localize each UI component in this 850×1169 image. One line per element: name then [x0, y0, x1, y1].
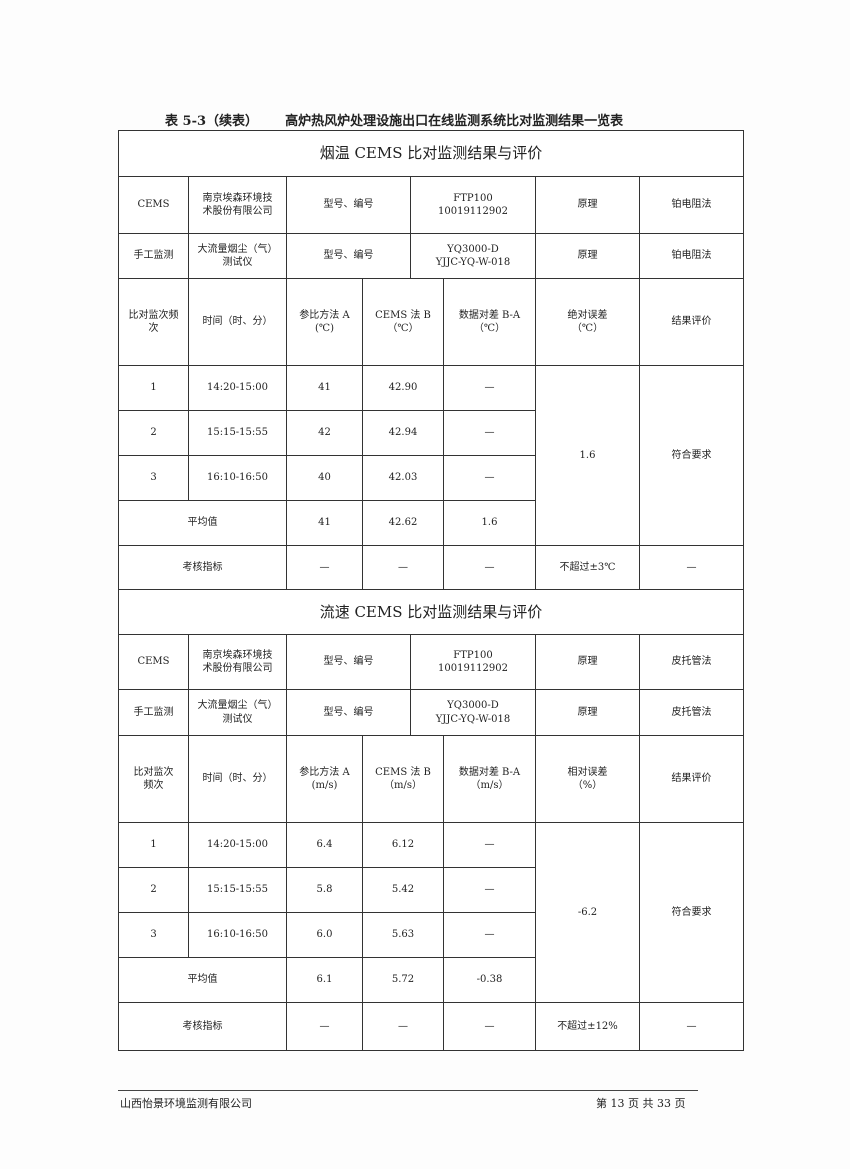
data-cell: 16:10-16:50 — [188, 912, 287, 958]
result-evaluation: 符合要求 — [639, 365, 744, 546]
data-cell: 3 — [118, 455, 189, 501]
manual-info-cell: YQ3000-D YJJC-YQ-W-018 — [410, 233, 536, 279]
manual-info-cell: 大流量烟尘（气） 测试仪 — [188, 233, 287, 279]
manual-info-cell: 原理 — [535, 233, 640, 279]
cems-info-cell: FTP100 10019112902 — [410, 634, 536, 690]
data-cell: 2 — [118, 867, 189, 913]
data-cell: — — [443, 365, 536, 411]
manual-info-cell: 大流量烟尘（气） 测试仪 — [188, 689, 287, 736]
index-value: — — [286, 1002, 363, 1051]
cems-info-cell: 南京埃森环境技 术股份有限公司 — [188, 634, 287, 690]
table-caption: 表 5-3（续表） 高炉热风炉处理设施出口在线监测系统比对监测结果一览表 — [165, 114, 624, 129]
manual-info-cell: 手工监测 — [118, 233, 189, 279]
cems-info-cell: FTP100 10019112902 — [410, 176, 536, 234]
cems-info-cell: 原理 — [535, 634, 640, 690]
error-value: 1.6 — [535, 365, 640, 546]
average-label: 平均值 — [118, 500, 287, 546]
index-value: 不超过±12% — [535, 1002, 640, 1051]
data-cell: 2 — [118, 410, 189, 456]
index-value: — — [639, 545, 744, 590]
column-header: 绝对误差 （℃） — [535, 278, 640, 366]
data-cell: 42.94 — [362, 410, 444, 456]
data-cell: — — [443, 822, 536, 868]
cems-info-cell: 型号、编号 — [286, 176, 411, 234]
section-title: 流速 CEMS 比对监测结果与评价 — [118, 589, 744, 635]
manual-info-cell: 原理 — [535, 689, 640, 736]
footer-page-number: 第 13 页 共 33 页 — [596, 1097, 686, 1110]
data-cell: 1 — [118, 365, 189, 411]
data-cell: 14:20-15:00 — [188, 822, 287, 868]
error-value: -6.2 — [535, 822, 640, 1003]
index-label: 考核指标 — [118, 545, 287, 590]
manual-info-cell: 皮托管法 — [639, 689, 744, 736]
data-cell: — — [443, 912, 536, 958]
column-header: 数据对差 B-A （℃） — [443, 278, 536, 366]
data-cell: — — [443, 455, 536, 501]
data-cell: — — [443, 410, 536, 456]
column-header: 数据对差 B-A （m/s） — [443, 735, 536, 823]
index-value: — — [443, 545, 536, 590]
data-cell: 42 — [286, 410, 363, 456]
average-value: 1.6 — [443, 500, 536, 546]
data-cell: 5.42 — [362, 867, 444, 913]
manual-info-cell: 铂电阻法 — [639, 233, 744, 279]
index-label: 考核指标 — [118, 1002, 287, 1051]
column-header: 参比方法 A (m/s) — [286, 735, 363, 823]
section-title: 烟温 CEMS 比对监测结果与评价 — [118, 130, 744, 177]
average-value: 5.72 — [362, 957, 444, 1003]
column-header: 比对监次 频次 — [118, 735, 189, 823]
index-value: — — [362, 1002, 444, 1051]
column-header: 时间（时、分） — [188, 278, 287, 366]
index-value: — — [286, 545, 363, 590]
manual-info-cell: 手工监测 — [118, 689, 189, 736]
data-cell: 1 — [118, 822, 189, 868]
manual-info-cell: YQ3000-D YJJC-YQ-W-018 — [410, 689, 536, 736]
cems-info-cell: 南京埃森环境技 术股份有限公司 — [188, 176, 287, 234]
index-value: 不超过±3℃ — [535, 545, 640, 590]
cems-info-cell: 原理 — [535, 176, 640, 234]
data-cell: 6.4 — [286, 822, 363, 868]
data-cell: 5.63 — [362, 912, 444, 958]
index-value: — — [362, 545, 444, 590]
manual-info-cell: 型号、编号 — [286, 689, 411, 736]
cems-info-cell: 铂电阻法 — [639, 176, 744, 234]
data-cell: 42.03 — [362, 455, 444, 501]
column-header: 参比方法 A (℃) — [286, 278, 363, 366]
data-cell: 15:15-15:55 — [188, 410, 287, 456]
cems-info-cell: 皮托管法 — [639, 634, 744, 690]
data-cell: 5.8 — [286, 867, 363, 913]
average-value: -0.38 — [443, 957, 536, 1003]
average-value: 6.1 — [286, 957, 363, 1003]
average-value: 42.62 — [362, 500, 444, 546]
data-cell: 6.0 — [286, 912, 363, 958]
data-cell: 16:10-16:50 — [188, 455, 287, 501]
column-header: 时间（时、分） — [188, 735, 287, 823]
column-header: 相对误差 （%） — [535, 735, 640, 823]
cems-info-cell: CEMS — [118, 176, 189, 234]
average-value: 41 — [286, 500, 363, 546]
average-label: 平均值 — [118, 957, 287, 1003]
result-evaluation: 符合要求 — [639, 822, 744, 1003]
data-cell: 40 — [286, 455, 363, 501]
index-value: — — [443, 1002, 536, 1051]
data-cell: 6.12 — [362, 822, 444, 868]
data-cell: 14:20-15:00 — [188, 365, 287, 411]
data-cell: 15:15-15:55 — [188, 867, 287, 913]
column-header: CEMS 法 B （m/s） — [362, 735, 444, 823]
column-header: 结果评价 — [639, 278, 744, 366]
cems-info-cell: 型号、编号 — [286, 634, 411, 690]
footer-divider — [118, 1090, 698, 1091]
manual-info-cell: 型号、编号 — [286, 233, 411, 279]
data-cell: 3 — [118, 912, 189, 958]
data-cell: 42.90 — [362, 365, 444, 411]
column-header: 结果评价 — [639, 735, 744, 823]
column-header: CEMS 法 B （℃） — [362, 278, 444, 366]
data-cell: 41 — [286, 365, 363, 411]
footer-company: 山西怡景环境监测有限公司 — [120, 1097, 252, 1110]
data-cell: — — [443, 867, 536, 913]
cems-info-cell: CEMS — [118, 634, 189, 690]
index-value: — — [639, 1002, 744, 1051]
column-header: 比对监次频 次 — [118, 278, 189, 366]
